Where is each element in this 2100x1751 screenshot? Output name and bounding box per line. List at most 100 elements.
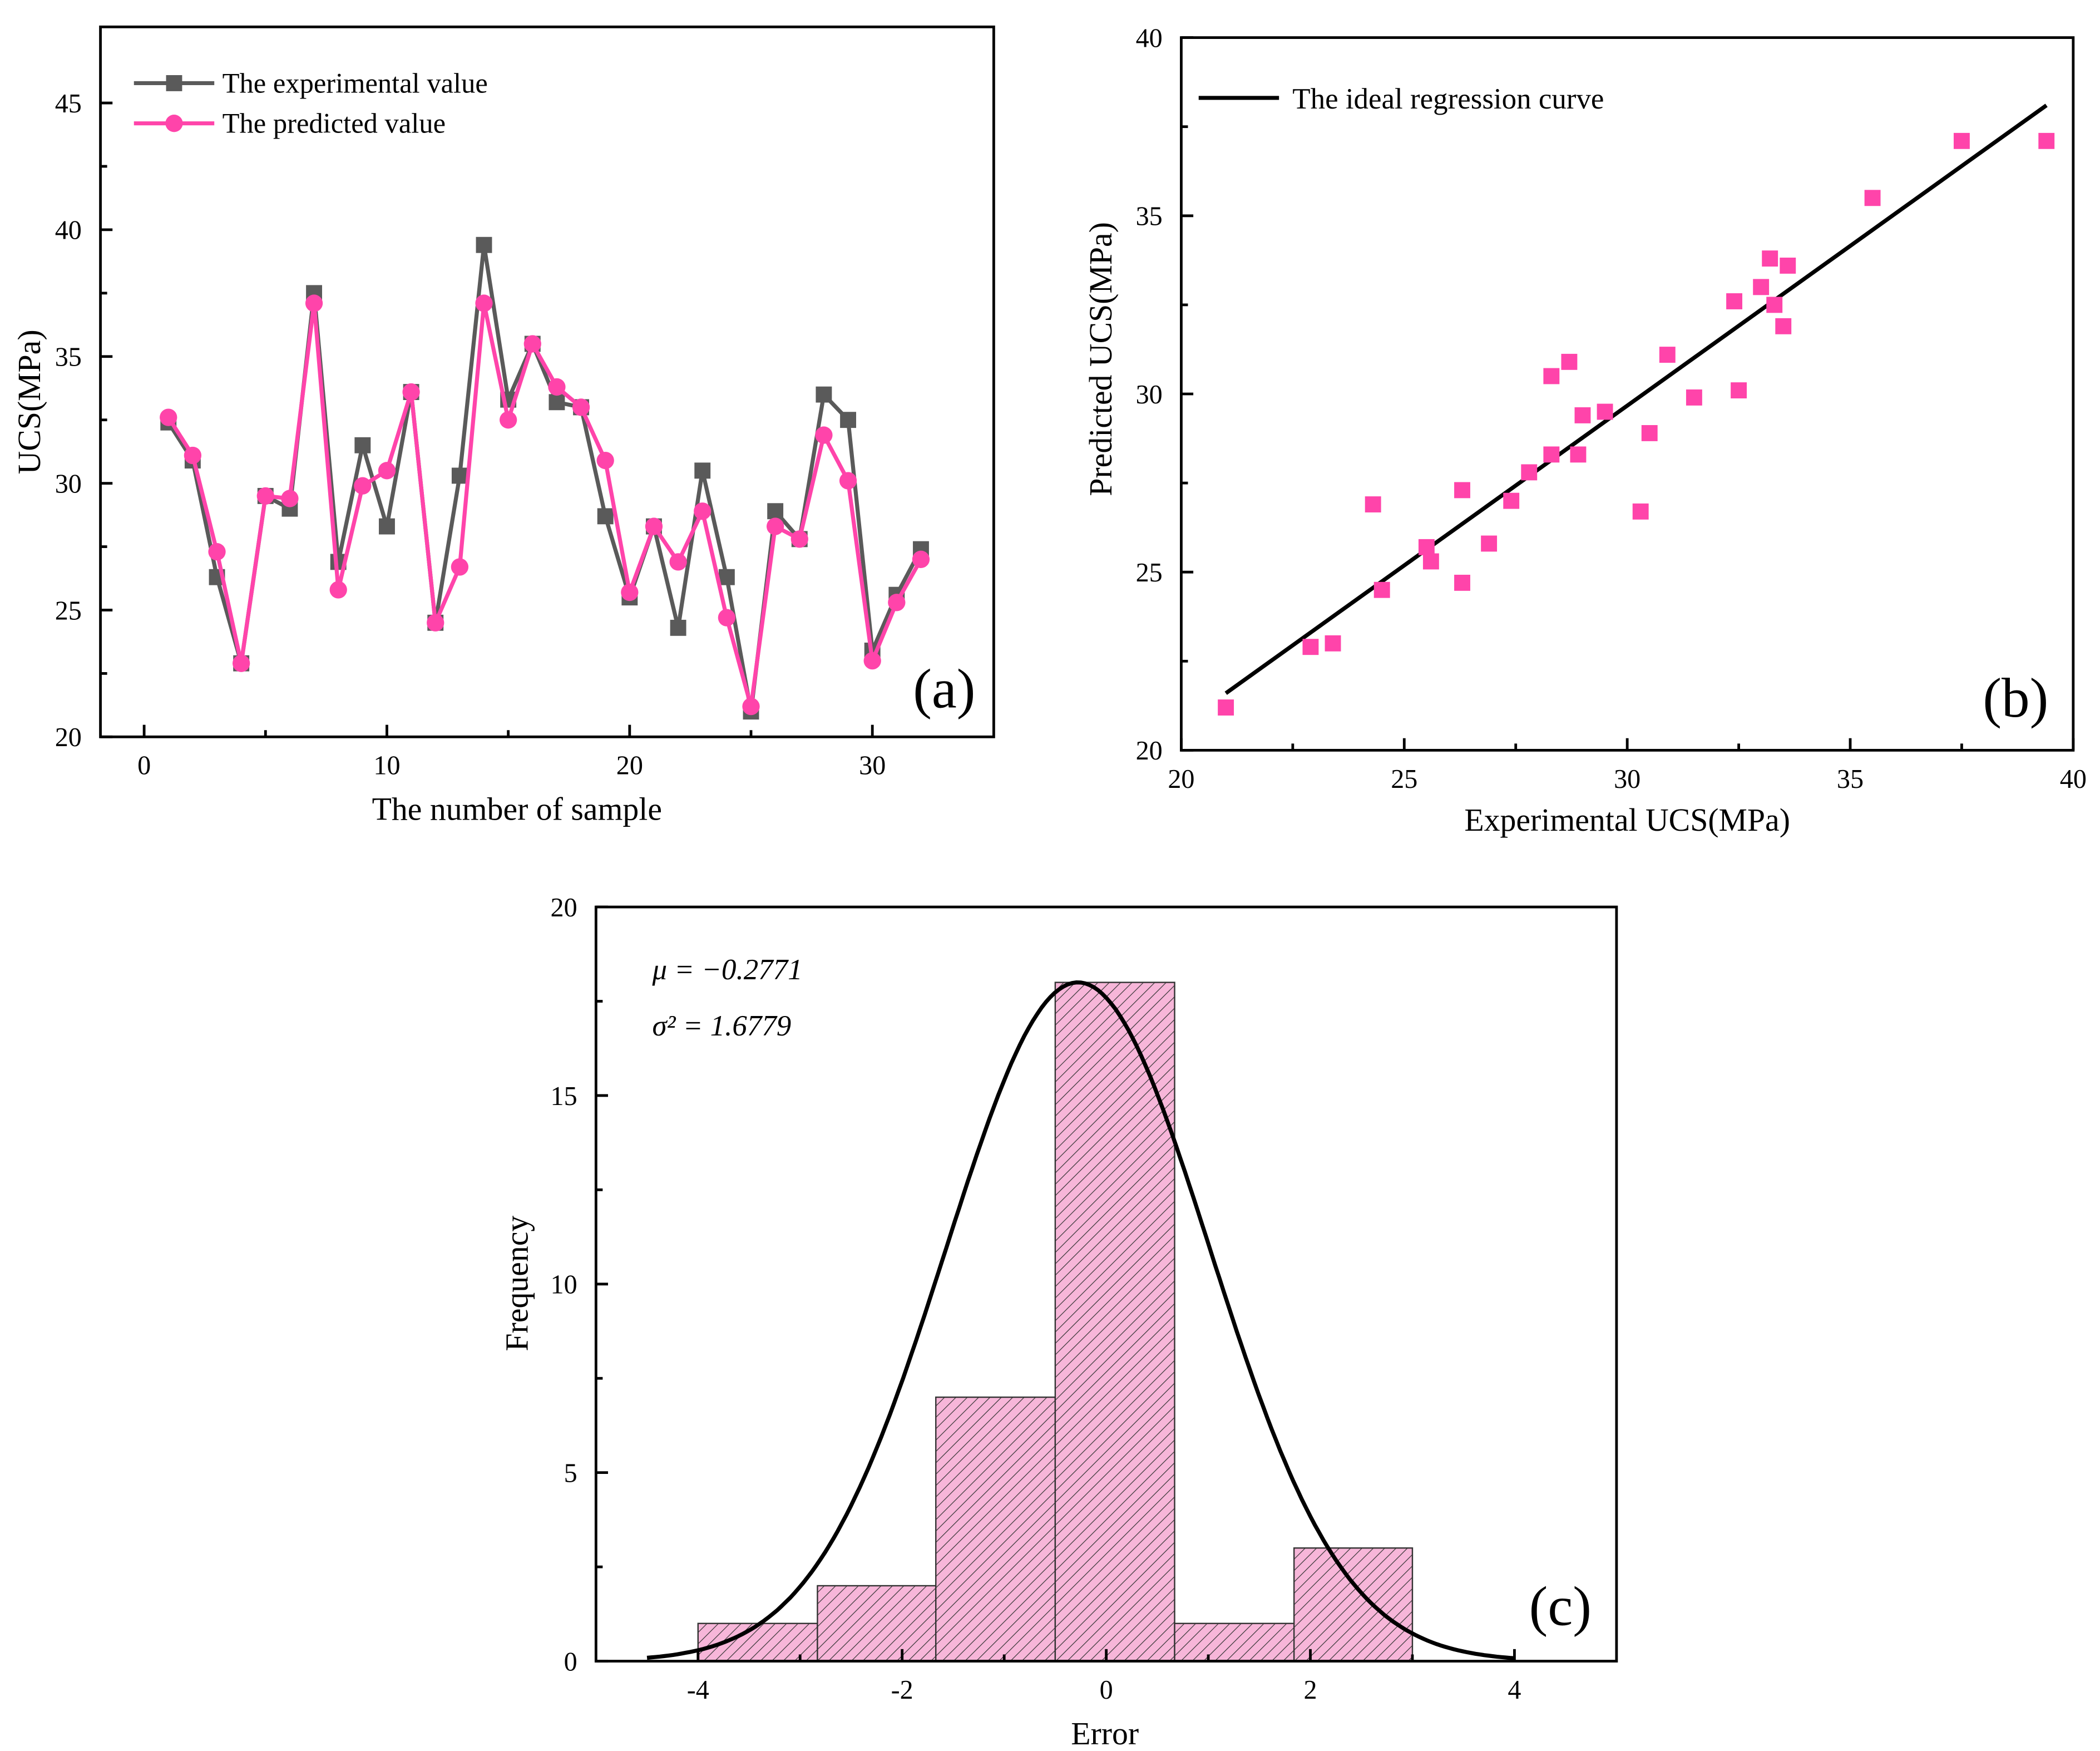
scatter-point <box>1864 190 1881 206</box>
scatter-point <box>1454 482 1470 499</box>
panel-b-xtick-label: 20 <box>1168 764 1194 794</box>
panel-c-ytick-label: 5 <box>564 1459 577 1488</box>
predicted-point <box>184 446 202 465</box>
panel-a-legend: The experimental value The predicted val… <box>134 67 488 139</box>
scatter-point <box>1503 492 1520 509</box>
predicted-point <box>790 530 808 548</box>
scatter-point <box>1780 258 1796 274</box>
experimental-point <box>451 467 468 484</box>
histogram-bar <box>817 1585 937 1662</box>
panel-b-xtick-label: 30 <box>1614 764 1641 794</box>
panel-a-xtick-label: 0 <box>137 751 151 781</box>
panel-b-ylabel: Predicted UCS(MPa) <box>1084 222 1119 496</box>
histogram-bar <box>1293 1547 1414 1662</box>
panel-a-ytick-label: 30 <box>55 469 82 499</box>
scatter-point <box>1422 553 1439 570</box>
panel-b-ytick-label: 25 <box>1136 558 1163 588</box>
predicted-point <box>427 614 444 632</box>
predicted-point <box>402 383 420 401</box>
histogram-bar <box>697 1622 818 1662</box>
panel-a-xtick-label: 20 <box>616 751 643 781</box>
panel-b-xlabel: Experimental UCS(MPa) <box>1464 803 1790 838</box>
scatter-point <box>1597 403 1613 420</box>
experimental-point <box>670 619 686 636</box>
ideal-regression-line <box>1224 103 2048 695</box>
predicted-point <box>621 583 639 601</box>
predicted-point <box>523 335 541 353</box>
experimental-point <box>597 508 614 525</box>
panel-b-ytick-label: 40 <box>1136 23 1163 53</box>
predicted-point <box>378 462 396 480</box>
panel-a-ytick-label: 35 <box>55 343 82 372</box>
panel-c-ytick-label: 15 <box>551 1082 577 1111</box>
predicted-point <box>645 517 663 535</box>
series-line-experimental <box>166 244 923 712</box>
legend-experimental: The experimental value <box>223 67 488 98</box>
experimental-point <box>476 236 492 253</box>
experimental-point <box>816 386 832 403</box>
panel-a-xtick-label: 10 <box>373 751 400 781</box>
scatter-point <box>1726 293 1742 309</box>
histogram-bar <box>1054 981 1175 1662</box>
legend-circle-marker-icon <box>165 115 183 132</box>
scatter-point <box>1766 297 1783 313</box>
scatter-point <box>1543 368 1560 384</box>
panel-c-xtick-label: 0 <box>1100 1675 1113 1705</box>
panel-a-ytick-label: 45 <box>55 89 82 119</box>
experimental-point <box>694 462 711 479</box>
panel-a-ytick-label: 20 <box>55 723 82 752</box>
experimental-point <box>379 518 395 535</box>
panel-a: 0 10 20 30 20 25 30 35 40 45 The experimental val… <box>12 25 995 827</box>
scatter-point <box>1218 699 1234 716</box>
predicted-point <box>839 472 857 490</box>
panel-b-legend: The ideal regression curve <box>1198 83 1604 115</box>
predicted-point <box>694 502 711 520</box>
scatter-point <box>1521 464 1538 481</box>
predicted-point <box>572 398 590 416</box>
panel-c-ytick-label: 20 <box>551 893 577 923</box>
legend-ideal-regression: The ideal regression curve <box>1292 83 1604 115</box>
histogram-bar <box>935 1396 1056 1662</box>
predicted-point <box>305 294 323 312</box>
panel-a-frame <box>99 25 995 738</box>
scatter-point <box>1953 132 1970 149</box>
panel-a-xtick-label: 30 <box>859 751 886 781</box>
scatter-point <box>1731 382 1747 399</box>
predicted-point <box>500 411 517 429</box>
predicted-point <box>912 550 930 568</box>
panel-a-ytick-label: 40 <box>55 216 82 245</box>
scatter-point <box>1762 250 1778 267</box>
scatter-point <box>1686 389 1702 406</box>
legend-square-marker-icon <box>166 75 182 91</box>
scatter-point <box>1454 574 1470 591</box>
scatter-point <box>1570 446 1587 463</box>
panel-c-xtick-label: 4 <box>1508 1675 1521 1705</box>
predicted-point <box>208 543 226 561</box>
scatter-point <box>1659 347 1676 363</box>
predicted-point <box>596 451 614 470</box>
predicted-point <box>256 487 274 505</box>
scatter-point <box>1543 446 1560 463</box>
panel-c-ytick-label: 10 <box>551 1270 577 1300</box>
panel-a-ytick-label: 25 <box>55 596 82 625</box>
experimental-point <box>718 569 735 585</box>
scatter-point <box>1302 639 1319 655</box>
sigma-annotation: σ² = 1.6779 <box>652 1010 791 1042</box>
panel-b-label: (b) <box>1983 667 2048 729</box>
legend-predicted: The predicted value <box>223 108 446 139</box>
predicted-point <box>888 594 906 611</box>
panel-c-xlabel: Error <box>1071 1717 1139 1751</box>
experimental-point <box>354 437 371 453</box>
panel-b-xtick-label: 25 <box>1391 764 1417 794</box>
scatter-point <box>1641 425 1658 441</box>
panel-c-ylabel: Frequency <box>500 1216 535 1352</box>
experimental-point <box>840 412 857 428</box>
panel-b-ytick-label: 30 <box>1136 380 1163 410</box>
predicted-point <box>281 490 299 507</box>
panel-a-xlabel: The number of sample <box>372 792 662 827</box>
panel-a-label: (a) <box>913 657 975 719</box>
panel-b-xtick-label: 35 <box>1837 764 1864 794</box>
